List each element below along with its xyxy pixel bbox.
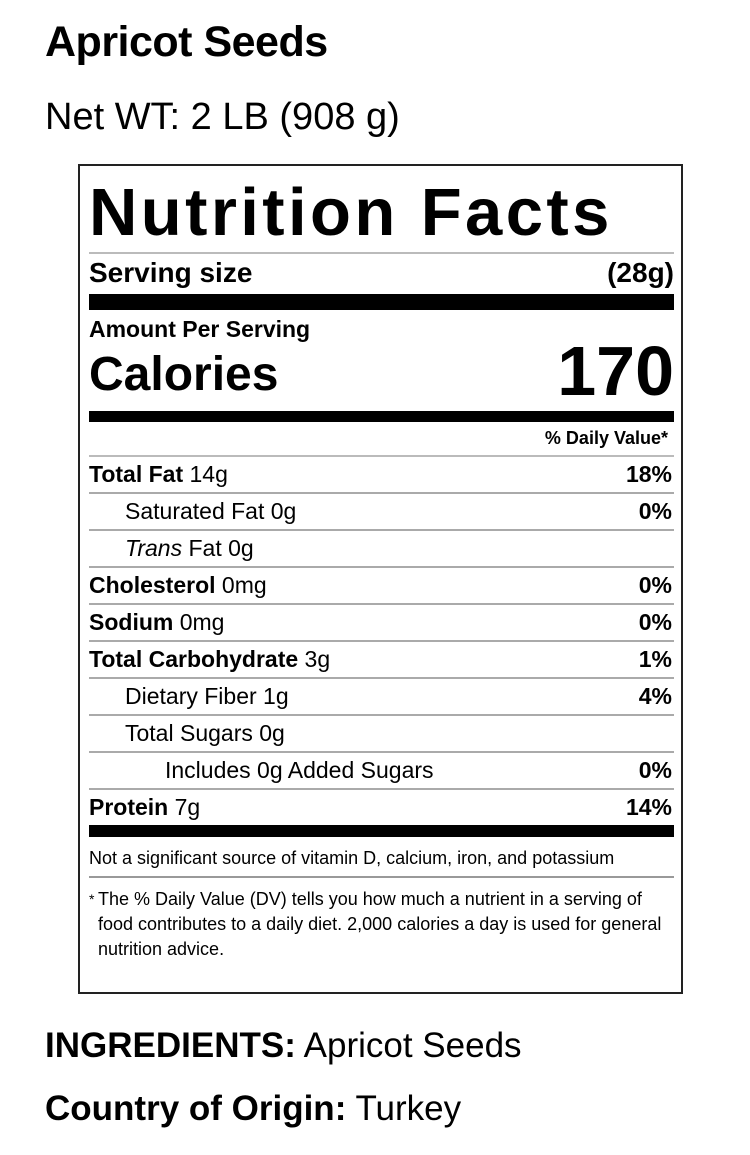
footnote: * The % Daily Value (DV) tells you how m… bbox=[89, 878, 674, 962]
footnote-asterisk: * bbox=[89, 891, 95, 907]
serving-size-row: Serving size (28g) bbox=[89, 254, 674, 292]
nutrient-amount: 3g bbox=[304, 646, 331, 672]
serving-size-value: (28g) bbox=[607, 257, 674, 288]
nutrient-name: Total Carbohydrate bbox=[89, 646, 299, 672]
amount-per-serving: Amount Per Serving bbox=[89, 316, 311, 342]
nutrient-name: Includes 0g Added Sugars bbox=[165, 757, 434, 783]
nutrient-dv: 4% bbox=[638, 683, 672, 709]
nutrient-name: Total Fat bbox=[89, 461, 184, 487]
nutrition-facts-title: Nutrition Facts bbox=[89, 166, 674, 254]
origin-value: Turkey bbox=[355, 1089, 462, 1128]
nutrient-row-added-sugars: Includes 0g Added Sugars 0% bbox=[89, 753, 674, 790]
calories-label: Calories bbox=[89, 348, 279, 401]
nutrient-name: Sodium bbox=[89, 609, 174, 635]
thick-divider bbox=[89, 411, 674, 422]
origin-label: Country of Origin: bbox=[45, 1089, 347, 1128]
nutrient-row-trans-fat: Trans Fat 0g bbox=[89, 531, 674, 568]
nutrient-amount: 0g bbox=[259, 720, 285, 746]
ingredients-label: INGREDIENTS: bbox=[45, 1026, 296, 1065]
nutrient-row-total-fat: Total Fat 14g 18% bbox=[89, 457, 674, 494]
nutrient-name: Dietary Fiber bbox=[125, 683, 257, 709]
nutrient-amount: 14g bbox=[189, 461, 228, 487]
nutrient-row-saturated-fat: Saturated Fat 0g 0% bbox=[89, 494, 674, 531]
nutrient-name: Protein bbox=[89, 794, 169, 820]
vitamin-note: Not a significant source of vitamin D, c… bbox=[89, 837, 674, 878]
product-title: Apricot Seeds bbox=[45, 18, 328, 66]
nutrition-facts-panel: Nutrition Facts Serving size (28g) Amoun… bbox=[78, 164, 683, 994]
nutrient-dv: 1% bbox=[638, 646, 672, 672]
nutrient-amount: 7g bbox=[174, 794, 201, 820]
net-weight: Net WT: 2 LB (908 g) bbox=[45, 96, 400, 138]
calories-value: 170 bbox=[557, 332, 674, 410]
nutrient-dv: 0% bbox=[638, 757, 672, 783]
nutrient-name: Trans bbox=[125, 535, 183, 561]
nutrient-dv: 18% bbox=[625, 461, 672, 487]
nutrient-amount: 0g bbox=[228, 535, 254, 561]
nutrient-name-suffix: Fat bbox=[188, 535, 222, 561]
nutrient-dv: 14% bbox=[625, 794, 672, 820]
nutrient-dv: 0% bbox=[638, 609, 672, 635]
nutrient-dv: 0% bbox=[638, 572, 672, 598]
nutrient-name: Cholesterol bbox=[89, 572, 216, 598]
nutrient-name: Total Sugars bbox=[125, 720, 253, 746]
ingredients: INGREDIENTS: Apricot Seeds bbox=[45, 1026, 522, 1066]
nutrient-row-sodium: Sodium 0mg 0% bbox=[89, 605, 674, 642]
footnote-text: The % Daily Value (DV) tells you how muc… bbox=[98, 889, 662, 959]
nutrient-row-total-sugars: Total Sugars 0g bbox=[89, 716, 674, 753]
nutrient-amount: 0g bbox=[270, 498, 297, 524]
country-of-origin: Country of Origin: Turkey bbox=[45, 1089, 461, 1129]
nutrient-row-cholesterol: Cholesterol 0mg 0% bbox=[89, 568, 674, 605]
nutrient-list: Total Fat 14g 18% Saturated Fat 0g 0% Tran… bbox=[89, 457, 674, 825]
serving-size-label: Serving size bbox=[89, 257, 253, 288]
thick-divider bbox=[89, 294, 674, 310]
nutrient-row-dietary-fiber: Dietary Fiber 1g 4% bbox=[89, 679, 674, 716]
daily-value-header: % Daily Value* bbox=[89, 422, 674, 457]
calories-row: Calories 170 bbox=[89, 332, 674, 410]
nutrient-row-total-carbohydrate: Total Carbohydrate 3g 1% bbox=[89, 642, 674, 679]
nutrient-amount: 0mg bbox=[221, 572, 267, 598]
nutrient-dv: 0% bbox=[638, 498, 672, 524]
nutrient-amount: 0mg bbox=[179, 609, 225, 635]
thick-divider bbox=[89, 825, 674, 837]
nutrient-amount: 1g bbox=[263, 683, 289, 709]
nutrient-row-protein: Protein 7g 14% bbox=[89, 790, 674, 825]
ingredients-value: Apricot Seeds bbox=[303, 1026, 522, 1065]
nutrient-name: Saturated Fat bbox=[125, 498, 265, 524]
